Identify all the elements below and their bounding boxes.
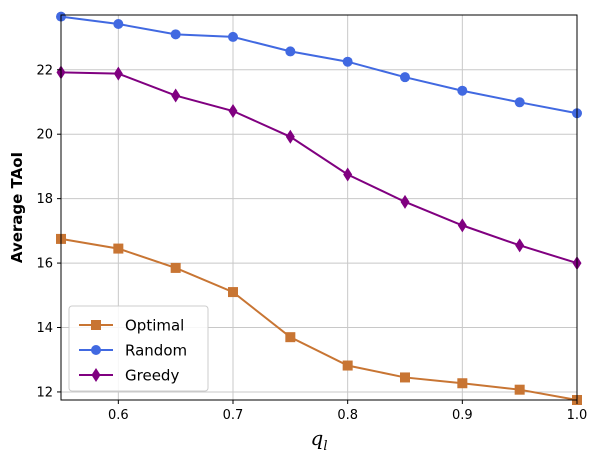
data-point-random — [514, 97, 525, 108]
series-line-random — [60, 15, 578, 115]
data-point-greedy — [228, 104, 238, 119]
series-layer — [56, 11, 582, 405]
data-point-optimal — [457, 378, 468, 389]
y-tick-label: 12 — [36, 385, 53, 400]
series-optimal — [56, 233, 582, 405]
series-greedy — [56, 65, 582, 271]
data-point-greedy — [285, 129, 295, 144]
legend: Optimal Random Greedy — [68, 305, 209, 392]
data-point-greedy — [343, 167, 353, 182]
legend-label-greedy: Greedy — [125, 367, 179, 385]
y-tick-label: 16 — [36, 257, 53, 272]
data-point-greedy — [113, 66, 123, 81]
y-axis-label: Average TAoI — [8, 152, 26, 263]
data-point-random — [285, 46, 296, 57]
data-point-optimal — [228, 287, 238, 298]
legend-label-random: Random — [125, 342, 187, 360]
plot-frame — [60, 14, 578, 401]
y-tick-label: 20 — [36, 128, 53, 143]
x-axis-label-main: q — [311, 426, 324, 450]
x-tick-label: 0.8 — [337, 408, 358, 423]
data-point-greedy — [171, 88, 181, 103]
y-tick-label: 22 — [36, 63, 53, 78]
x-tick-label: 0.6 — [108, 408, 129, 423]
legend-label-optimal: Optimal — [125, 317, 184, 335]
legend-marker-random — [91, 345, 101, 355]
x-tick-label: 0.9 — [452, 408, 473, 423]
legend-box — [68, 305, 209, 392]
x-axis-label: ql — [311, 426, 328, 454]
y-tick-label: 18 — [36, 192, 53, 207]
data-point-optimal — [342, 360, 353, 371]
data-point-greedy — [400, 194, 410, 209]
data-point-random — [113, 19, 124, 30]
legend-marker-optimal — [91, 320, 101, 330]
data-point-optimal — [514, 384, 525, 395]
data-point-random — [400, 72, 410, 83]
legend-item-greedy: Greedy — [79, 367, 179, 385]
y-tick-label: 14 — [36, 321, 53, 336]
series-line-optimal — [60, 237, 578, 401]
x-tick-label: 0.7 — [223, 408, 244, 423]
series-line-greedy — [60, 71, 578, 265]
legend-marker-greedy — [91, 368, 101, 382]
data-point-optimal — [285, 332, 296, 343]
data-point-greedy — [515, 238, 525, 253]
data-point-greedy — [457, 218, 467, 233]
data-point-optimal — [113, 243, 124, 254]
data-point-random — [457, 85, 468, 96]
series-random — [56, 11, 582, 119]
data-point-random — [228, 31, 238, 42]
x-axis-label-subscript: l — [323, 439, 327, 454]
legend-item-random: Random — [79, 342, 187, 360]
axis-ticks: 0.6 0.7 0.8 0.9 1.0 12 14 16 18 20 22 — [36, 63, 587, 423]
data-point-random — [170, 29, 181, 40]
x-tick-label: 1.0 — [567, 408, 588, 423]
data-point-random — [342, 56, 353, 67]
data-point-optimal — [170, 262, 181, 273]
data-point-optimal — [400, 372, 410, 383]
legend-item-optimal: Optimal — [79, 317, 184, 335]
